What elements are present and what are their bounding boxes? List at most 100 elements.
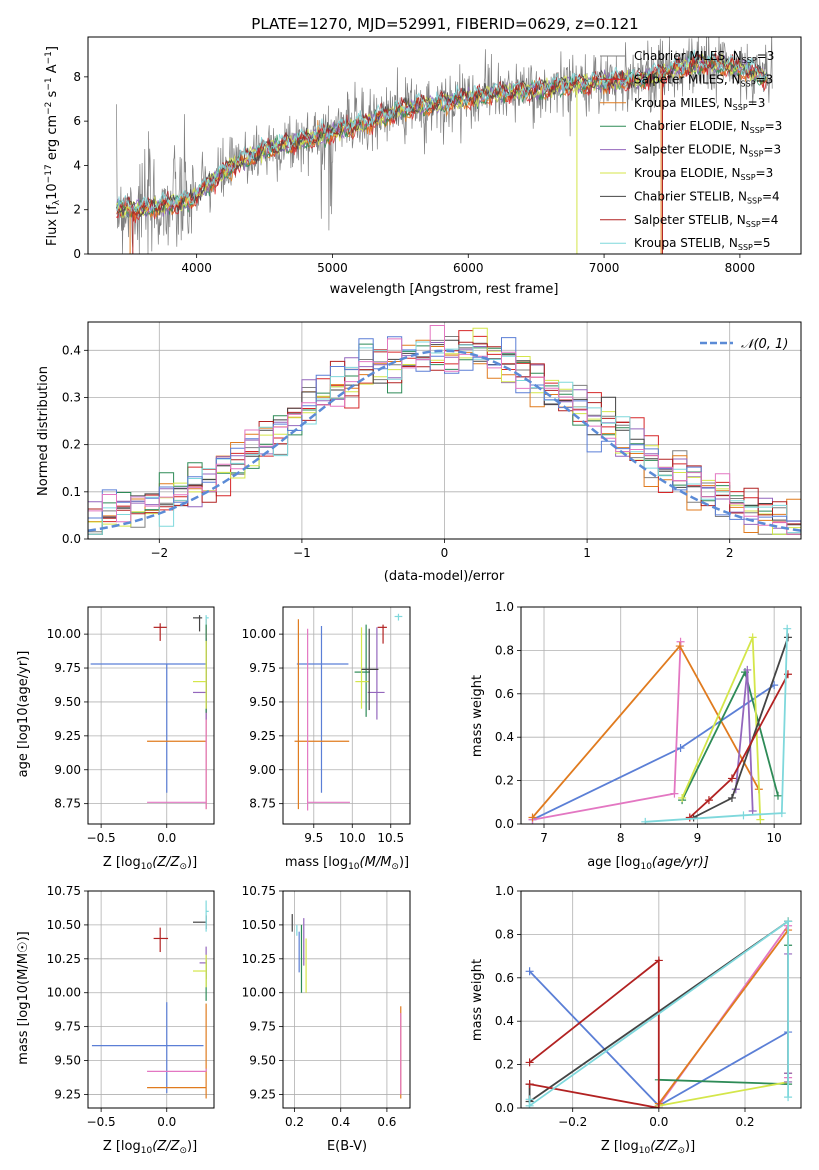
age-z-ylabel: age [log10(age/yr)] xyxy=(16,651,31,778)
legend-label-sub: SSP xyxy=(742,56,757,65)
y-tick-label: 0 xyxy=(73,247,81,261)
legend-label: Chabrier ELODIE, NSSP=3 xyxy=(634,119,782,135)
residual-xlabel: (data-model)/error xyxy=(384,569,505,584)
legend-label-suffix: =4 xyxy=(762,189,780,203)
legend-label-sub: SSP xyxy=(738,243,753,252)
panel-marks xyxy=(90,615,209,810)
x-tick-label: 9.5 xyxy=(304,831,323,845)
x-tick-label: −0.5 xyxy=(87,831,116,845)
mass-weight-marker xyxy=(525,1101,534,1108)
mass-weight-marker xyxy=(641,817,650,824)
y-tick-label: 2 xyxy=(73,203,81,217)
mass-ebv-xlabel: E(B-V) xyxy=(327,1139,367,1154)
y-tick-label: 8.75 xyxy=(249,797,276,811)
panel-frame xyxy=(282,606,411,825)
x-tick-label: 9 xyxy=(694,831,702,845)
y-tick-label: 0.6 xyxy=(495,687,514,701)
y-tick-label: 10.25 xyxy=(47,952,81,966)
model-spectrum-line xyxy=(116,49,768,213)
weight-vs-metallicity-panel: −0.2 0.0 0.2 0.0 0.2 0.4 0.6 0.8 1.0 xyxy=(495,884,802,1129)
x-tick-label: −2 xyxy=(150,546,168,560)
residual-histogram-series xyxy=(88,325,801,535)
x-tick-label: 0.0 xyxy=(157,1115,176,1129)
mass-weight-marker xyxy=(739,811,748,820)
y-tick-label: 9.25 xyxy=(249,729,276,743)
residual-legend: 𝒩(0, 1) xyxy=(700,337,788,352)
legend-label-text: Kroupa STELIB, N xyxy=(634,236,738,250)
x-tick-label: 1 xyxy=(583,546,591,560)
y-tick-label: 0.0 xyxy=(495,817,514,831)
mass-vs-ebv-panel: 0.2 0.4 0.6 9.25 9.50 9.75 10.00 10.25 10.50 10.7… xyxy=(242,884,411,1129)
mass-weight-marker xyxy=(675,642,684,651)
y-tick-label: 8 xyxy=(73,70,81,84)
legend-label-sub: SSP xyxy=(750,126,765,135)
weight-z-xlabel: Z [log10(Z/Z⊙)] xyxy=(601,1139,695,1156)
y-tick-label: 9.00 xyxy=(54,763,81,777)
mass-weight-marker xyxy=(756,815,765,824)
mass-weight-marker xyxy=(727,793,736,802)
y-tick-label: 0.2 xyxy=(495,1058,514,1072)
legend-label-text: Salpeter ELODIE, N xyxy=(634,143,748,157)
mass-weight-marker xyxy=(525,967,534,976)
mass-weight-marker xyxy=(685,813,694,822)
legend-label-suffix: =3 xyxy=(756,72,774,86)
y-tick-label: 9.25 xyxy=(54,729,81,743)
x-tick-label: 10.5 xyxy=(377,831,404,845)
x-tick-label: 0 xyxy=(441,546,449,560)
panel-frame xyxy=(520,890,802,1109)
y-tick-label: 9.75 xyxy=(54,1020,81,1034)
y-tick-label: 0.6 xyxy=(495,971,514,985)
panel-frame xyxy=(87,606,215,825)
mass-weight-marker xyxy=(654,956,663,965)
mass-weight-marker xyxy=(654,1104,663,1108)
panel-marks xyxy=(525,917,793,1108)
x-tick-label: 0.2 xyxy=(735,1115,754,1129)
spectrum-xlabel: wavelength [Angstrom, rest frame] xyxy=(330,282,559,297)
weight-age-xlabel: age [log10(age/yr)] xyxy=(587,855,709,872)
y-tick-label: 10.75 xyxy=(242,884,276,898)
mass-weight-marker xyxy=(748,806,757,815)
y-tick-label: 0.4 xyxy=(62,343,81,357)
panel-frame xyxy=(87,890,215,1109)
y-tick-label: 9.25 xyxy=(54,1087,81,1101)
mass-weight-marker xyxy=(783,624,792,633)
y-tick-label: 0.8 xyxy=(495,643,514,657)
x-tick-label: 0.4 xyxy=(331,1115,350,1129)
panel-marks xyxy=(294,613,403,811)
x-tick-label: 4000 xyxy=(181,261,212,275)
mass-weight-marker xyxy=(676,637,685,646)
legend-label-sub: SSP xyxy=(747,196,762,205)
spectrum-title: PLATE=1270, MJD=52991, FIBERID=0629, z=0… xyxy=(251,15,638,33)
mass-weight-marker xyxy=(704,796,713,805)
age-vs-mass-panel: 9.5 10.0 10.5 8.75 9.00 9.25 9.50 9.75 10.00 xyxy=(242,606,411,845)
mass-weight-marker xyxy=(676,744,685,753)
legend-label: Salpeter ELODIE, NSSP=3 xyxy=(634,143,781,159)
mass-weight-line xyxy=(681,637,762,820)
mass-weight-marker xyxy=(784,1093,793,1102)
mass-weight-line xyxy=(645,628,789,823)
mass-weight-marker xyxy=(773,791,782,800)
legend-label: Chabrier STELIB, NSSP=4 xyxy=(634,189,780,205)
x-tick-label: 8 xyxy=(617,831,625,845)
y-tick-label: 0.3 xyxy=(62,390,81,404)
legend-label: Kroupa STELIB, NSSP=5 xyxy=(634,236,771,252)
y-tick-label: 0.2 xyxy=(495,774,514,788)
age-vs-metallicity-panel: −0.5 0.0 8.75 9.00 9.25 9.50 9.75 10.00 xyxy=(47,606,215,845)
weight-vs-age-panel: 7 8 9 10 0.0 0.2 0.4 0.6 0.8 1.0 xyxy=(495,600,802,845)
y-tick-label: 9.50 xyxy=(54,695,81,709)
legend-label-suffix: =3 xyxy=(757,49,775,63)
legend-label-text: Kroupa ELODIE, N xyxy=(634,166,741,180)
x-tick-label: −0.2 xyxy=(558,1115,587,1129)
panel-marks xyxy=(91,900,209,1099)
spectrum-frame xyxy=(87,36,802,255)
bottom-axis-labels: Z [log10(Z/Z⊙)] age [log10(age/yr)] mass… xyxy=(16,651,709,1156)
y-tick-label: 0.0 xyxy=(495,1101,514,1115)
weight-age-ylabel: mass weight xyxy=(470,675,485,757)
age-z-xlabel: Z [log10(Z/Z⊙)] xyxy=(103,855,197,872)
legend-label-suffix: =5 xyxy=(753,236,771,250)
y-tick-label: 8.75 xyxy=(54,797,81,811)
residual-panel: −2 −1 0 1 2 0.0 0.1 0.2 0.3 0.4 (data-model)/erro… xyxy=(36,321,802,584)
model-spectrum-line xyxy=(116,55,768,218)
x-tick-label: 0.0 xyxy=(157,831,176,845)
x-tick-label: −0.5 xyxy=(87,1115,116,1129)
